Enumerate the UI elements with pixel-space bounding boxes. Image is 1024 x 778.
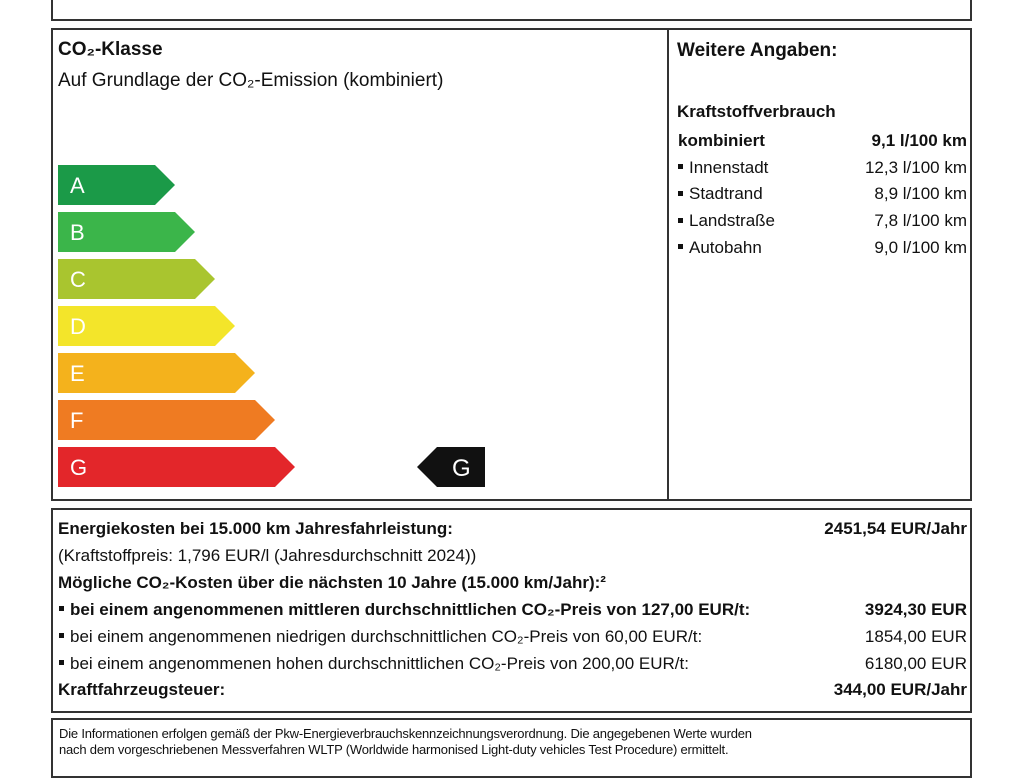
fuel-label: Stadtrand [677,184,763,204]
fuel-value: 9,0 l/100 km [874,237,967,257]
cost-label: Energiekosten bei 15.000 km Jahresfahrle… [58,519,453,538]
class-letter: D [70,314,86,339]
class-letter: E [70,361,85,386]
current-class-letter: G [452,455,471,482]
cost-label: (Kraftstoffpreis: 1,796 EUR/l (Jahresdur… [58,545,477,565]
cost-label: Mögliche CO₂-Kosten über die nächsten 10… [58,572,606,592]
fuel-value: 8,9 l/100 km [874,184,967,204]
footnote-box: Die Informationen erfolgen gemäß der Pkw… [51,718,972,778]
footnote-line: Die Informationen erfolgen gemäß der Pkw… [59,726,752,741]
class-letter: G [70,455,87,480]
cost-box [51,508,972,713]
class-arrow [58,306,235,346]
cost-value: 2451,54 EUR/Jahr [824,519,967,538]
cost-value: 344,00 EUR/Jahr [833,680,967,700]
cost-value: 3924,30 EUR [864,599,967,619]
class-arrow [58,212,195,252]
class-subtitle: Auf Grundlage der CO₂-Emission (kombinie… [58,70,444,91]
cost-label: bei einem angenommenen niedrigen durchsc… [58,627,702,647]
class-letter: B [70,220,85,245]
label-box [51,28,972,501]
class-letter: A [70,173,85,198]
fuel-title: Kraftstoffverbrauch [677,102,836,121]
class-arrow [58,165,175,205]
class-arrow [58,400,275,440]
divider [667,28,669,501]
fuel-label: Landstraße [677,211,775,231]
fuel-value: 9,1 l/100 km [871,131,967,150]
cost-value: 6180,00 EUR [864,653,967,673]
info-title: Weitere Angaben: [677,40,838,61]
class-letter: F [70,408,83,433]
class-arrow [58,353,255,393]
cost-value: 1854,00 EUR [864,626,967,646]
fuel-label: Autobahn [677,238,762,258]
class-arrow [58,447,295,487]
fuel-label: Innenstadt [677,158,768,178]
top-box [51,0,972,21]
fuel-value: 7,8 l/100 km [874,211,967,231]
class-arrow [58,259,215,299]
class-title: CO₂-Klasse [58,39,163,60]
current-class-marker [417,447,485,487]
class-letter: C [70,267,86,292]
cost-label: bei einem angenommenen mittleren durchsc… [58,600,750,620]
footnote-line: nach dem vorgeschriebenen Messverfahren … [59,742,729,757]
fuel-value: 12,3 l/100 km [864,157,967,177]
cost-label: bei einem angenommenen hohen durchschnit… [58,654,689,674]
cost-label: Kraftfahrzeugsteuer: [58,680,226,700]
fuel-label: kombiniert [678,131,765,150]
